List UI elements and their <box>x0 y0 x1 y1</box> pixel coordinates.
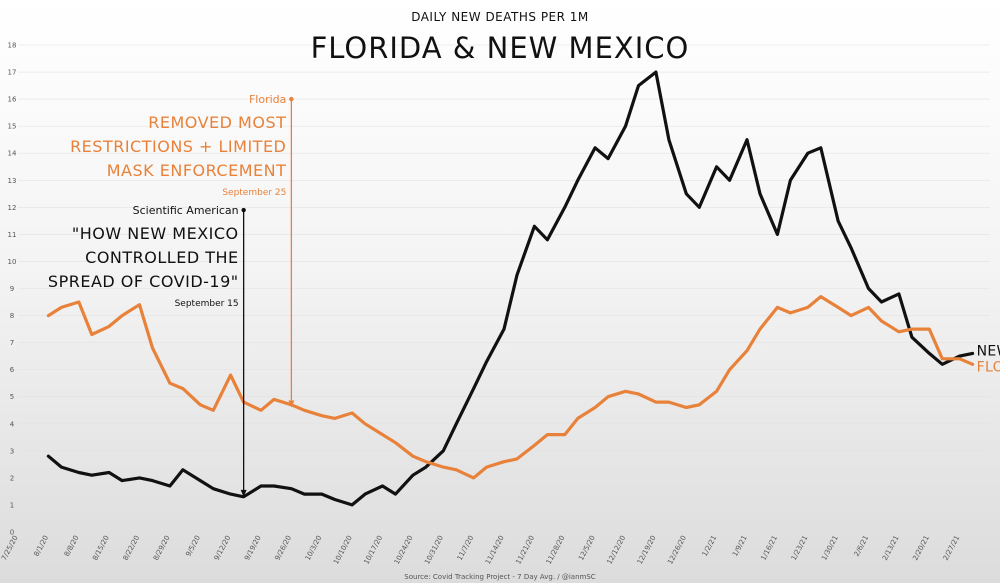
x-tick-label: 9/26/20 <box>273 534 293 562</box>
x-tick-label: 8/15/20 <box>91 534 111 562</box>
x-axis-ticks: 7/25/20 8/1/20 8/8/20 8/15/20 8/22/20 8/29/20… <box>0 534 961 566</box>
y-tick-label: 7 <box>10 339 14 347</box>
x-tick-label: 10/3/20 <box>304 534 324 562</box>
annotation-date: September 25 <box>222 188 286 198</box>
x-tick-label: 11/14/20 <box>484 534 506 566</box>
x-tick-label: 2/13/21 <box>881 534 901 562</box>
annotation-headline-line: RESTRICTIONS + LIMITED <box>70 137 286 156</box>
x-tick-label: 1/2/21 <box>701 534 719 558</box>
chart-title: FLORIDA & NEW MEXICO <box>311 31 690 65</box>
y-tick-label: 4 <box>10 420 15 428</box>
y-tick-label: 16 <box>8 96 17 104</box>
y-tick-label: 0 <box>10 529 14 537</box>
x-tick-label: 1/9/21 <box>731 534 749 558</box>
x-tick-label: 8/22/20 <box>122 534 142 562</box>
y-tick-label: 9 <box>10 285 14 293</box>
annotation-headline-line: REMOVED MOST <box>148 113 286 132</box>
x-tick-label: 9/12/20 <box>213 534 233 562</box>
x-tick-label: 12/5/20 <box>577 534 597 562</box>
y-tick-label: 17 <box>8 69 17 77</box>
x-tick-label: 11/21/20 <box>514 534 536 566</box>
x-tick-label: 12/19/20 <box>636 534 658 566</box>
x-tick-label: 9/19/20 <box>243 534 263 562</box>
annotation-dot <box>289 96 294 102</box>
x-tick-label: 11/28/20 <box>545 534 567 566</box>
y-tick-label: 1 <box>10 501 14 509</box>
series-line-florida <box>46 295 975 480</box>
x-tick-label: 9/5/20 <box>184 534 202 558</box>
y-tick-label: 12 <box>8 204 17 212</box>
annotation-arrow-head <box>288 400 295 408</box>
x-tick-label: 1/30/21 <box>820 534 840 562</box>
x-tick-label: 1/16/21 <box>759 534 779 562</box>
annotation-date: September 15 <box>175 299 239 309</box>
y-tick-label: 5 <box>10 393 14 401</box>
x-tick-label: 10/10/20 <box>332 534 354 566</box>
x-tick-label: 1/23/21 <box>790 534 810 562</box>
annotation-headline-line: SPREAD OF COVID-19" <box>48 272 239 291</box>
series-lines <box>46 70 975 507</box>
annotation-arrow-head <box>240 489 247 497</box>
x-tick-label: 2/27/21 <box>942 534 962 562</box>
series-label: NEW MEXICO <box>977 343 1000 359</box>
y-tick-label: 10 <box>8 258 17 266</box>
y-tick-label: 8 <box>10 312 14 320</box>
y-tick-label: 13 <box>8 177 17 185</box>
annotation-source: Florida <box>249 93 286 106</box>
x-tick-label: 2/6/21 <box>853 534 871 558</box>
series-line-new-mexico <box>46 70 975 507</box>
y-tick-label: 18 <box>8 42 17 50</box>
x-tick-label: 10/31/20 <box>423 534 445 566</box>
series-label: FLORIDA <box>977 359 1000 375</box>
y-tick-label: 3 <box>10 447 14 455</box>
chart-subtitle: DAILY NEW DEATHS PER 1M <box>411 10 589 24</box>
x-tick-label: 12/26/20 <box>666 534 688 566</box>
x-tick-label: 8/1/20 <box>32 534 50 558</box>
annotation-dot <box>241 207 246 213</box>
series-labels: NEW MEXICOFLORIDA <box>977 343 1000 375</box>
x-tick-label: 8/8/20 <box>63 534 81 558</box>
annotation-source: Scientific American <box>133 204 239 217</box>
y-tick-label: 14 <box>8 150 17 158</box>
chart-source: Source: Covid Tracking Project - 7 Day A… <box>404 573 596 581</box>
annotation-headline-line: MASK ENFORCEMENT <box>107 161 287 180</box>
annotation-headline-line: CONTROLLED THE <box>85 248 238 267</box>
x-tick-label: 2/20/21 <box>911 534 931 562</box>
annotations: Florida REMOVED MOST RESTRICTIONS + LIMITE… <box>48 93 295 497</box>
y-tick-label: 2 <box>10 474 14 482</box>
x-tick-label: 10/24/20 <box>393 534 415 566</box>
y-tick-label: 15 <box>8 123 17 131</box>
x-tick-label: 7/25/20 <box>0 534 20 562</box>
x-tick-label: 12/12/20 <box>605 534 627 566</box>
x-tick-label: 8/29/20 <box>152 534 172 562</box>
x-tick-label: 11/7/20 <box>456 534 476 562</box>
y-tick-label: 11 <box>8 231 17 239</box>
x-tick-label: 10/17/20 <box>362 534 384 566</box>
y-tick-label: 6 <box>10 366 15 374</box>
annotation-headline-line: "HOW NEW MEXICO <box>72 224 239 243</box>
